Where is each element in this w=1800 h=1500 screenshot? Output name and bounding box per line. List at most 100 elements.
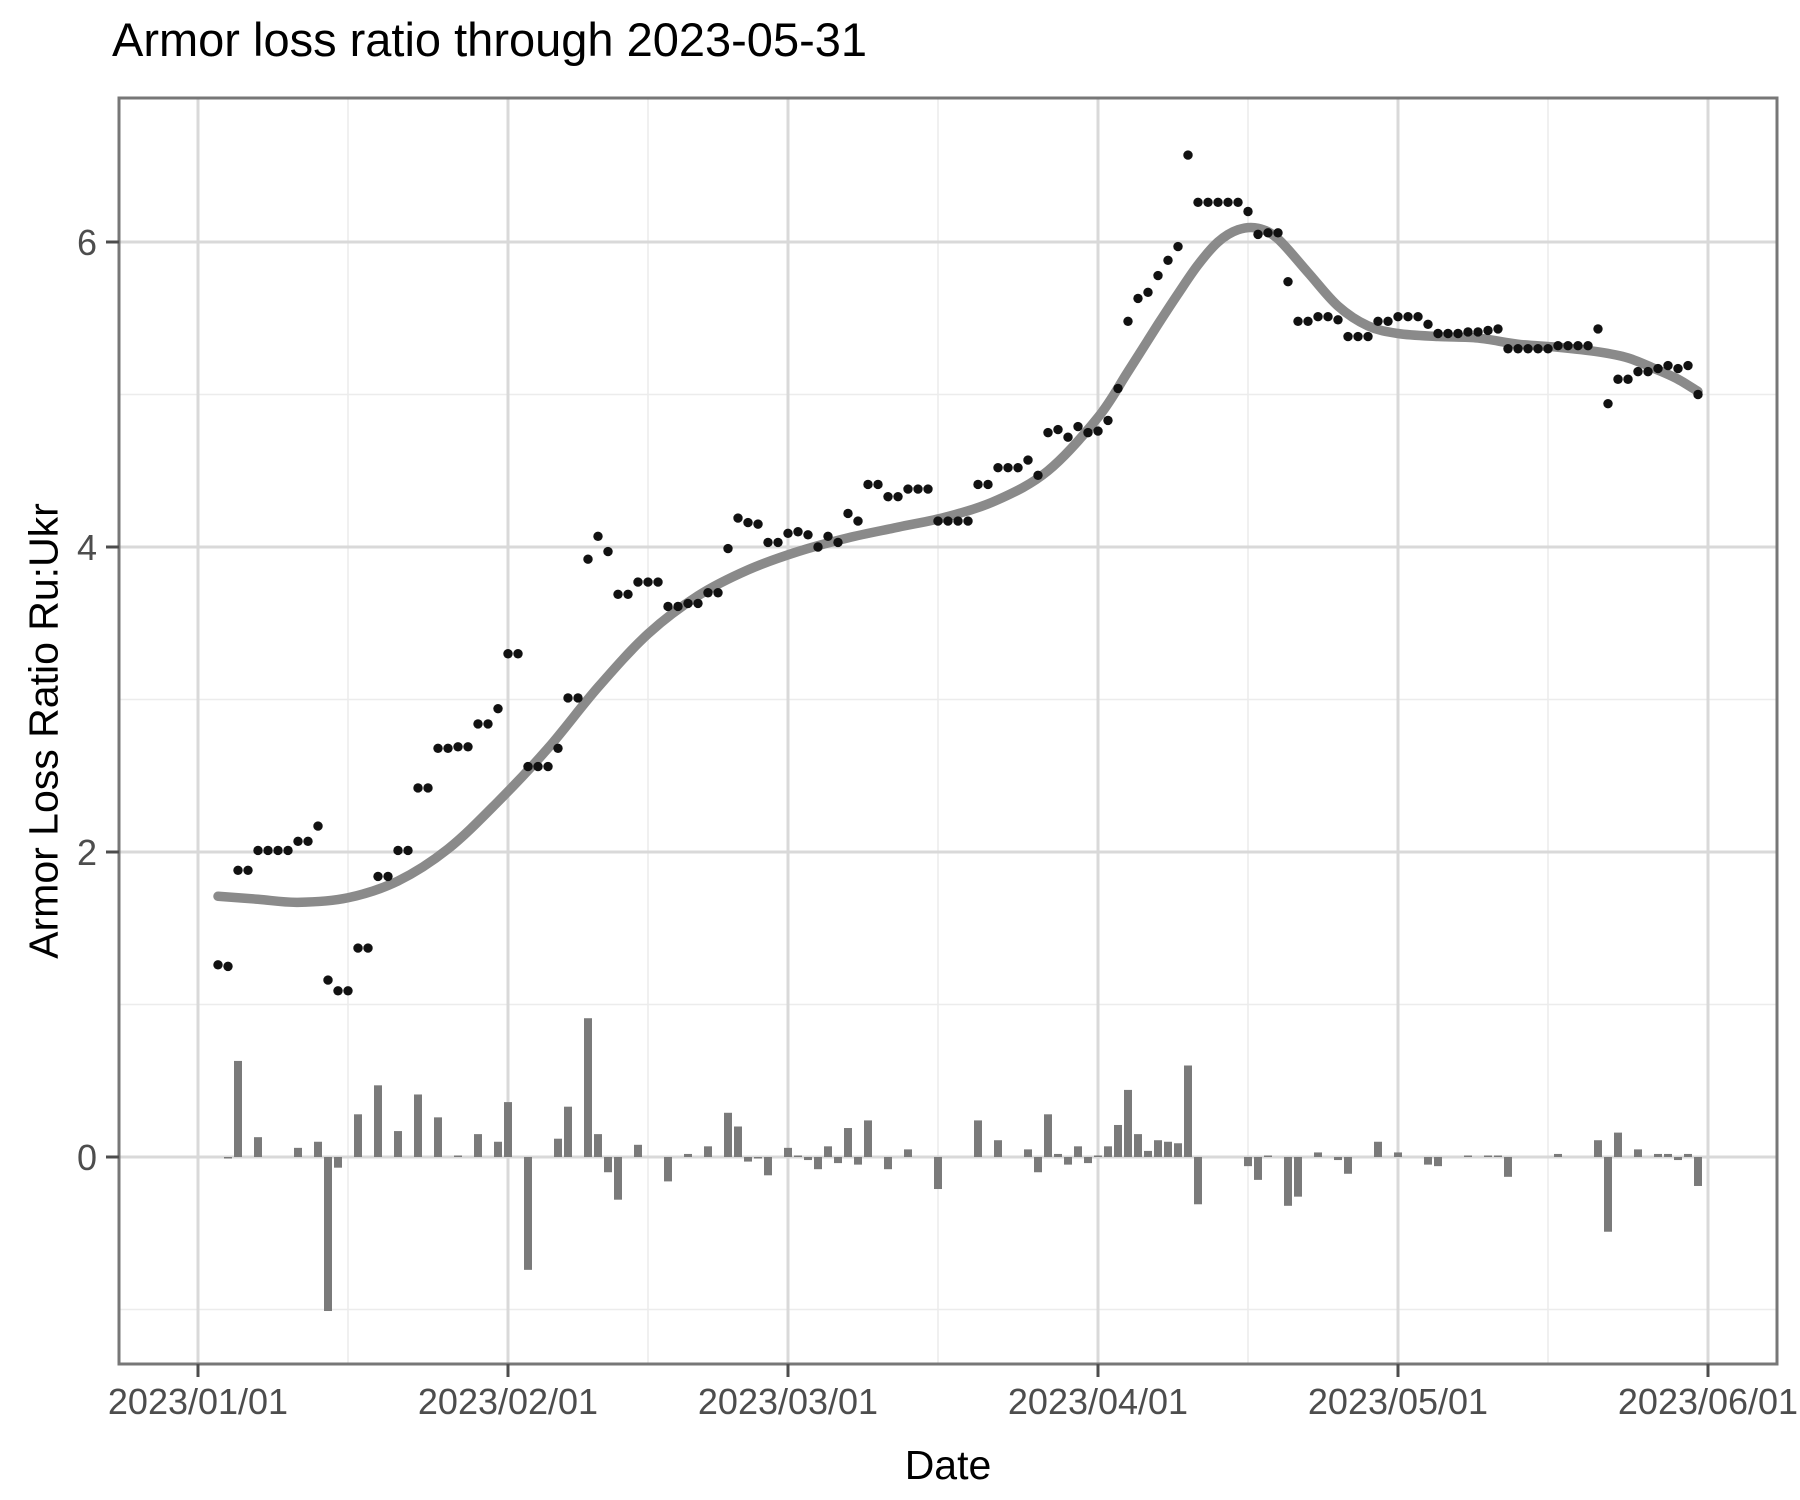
x-tick-label: 2023/05/01 xyxy=(1308,1381,1488,1422)
daily-change-bar xyxy=(814,1157,822,1170)
ratio-point xyxy=(1523,344,1533,354)
ratio-point xyxy=(253,845,263,856)
daily-change-bar xyxy=(1614,1132,1622,1157)
ratio-point xyxy=(1383,316,1393,326)
ratio-point xyxy=(1203,197,1213,208)
daily-change-bar xyxy=(374,1085,382,1157)
daily-change-bar xyxy=(854,1157,862,1165)
ratio-point xyxy=(683,598,693,609)
ratio-point xyxy=(523,761,533,772)
ratio-point xyxy=(1563,341,1573,351)
daily-change-bar xyxy=(1634,1149,1642,1157)
ratio-point xyxy=(1373,316,1383,326)
daily-change-bar xyxy=(554,1138,562,1157)
daily-change-bar xyxy=(1504,1157,1512,1177)
ratio-point xyxy=(1393,312,1403,322)
daily-change-bar xyxy=(1484,1155,1492,1157)
ratio-point xyxy=(1263,228,1273,238)
daily-change-bar xyxy=(1194,1157,1202,1205)
ratio-point xyxy=(893,491,903,502)
y-tick-labels: 0 2 4 6 xyxy=(77,222,97,1178)
daily-change-bar xyxy=(994,1140,1002,1157)
ratio-point xyxy=(1103,415,1113,426)
ratio-point xyxy=(573,693,583,703)
ratio-point xyxy=(1473,327,1483,337)
ratio-point xyxy=(313,821,323,831)
ratio-point xyxy=(823,531,833,542)
chart-title: Armor loss ratio through 2023-05-31 xyxy=(112,13,868,66)
ratio-point xyxy=(213,960,223,970)
daily-change-bar xyxy=(764,1157,772,1176)
ratio-point xyxy=(1483,325,1493,336)
y-tick-label: 4 xyxy=(77,527,97,568)
daily-change-bar xyxy=(1694,1157,1702,1186)
ratio-point xyxy=(1553,341,1563,351)
daily-change-bar xyxy=(834,1157,842,1164)
x-tick-label: 2023/02/01 xyxy=(418,1381,598,1422)
daily-change-bar xyxy=(474,1134,482,1157)
ratio-point xyxy=(1293,316,1303,326)
ratio-point xyxy=(443,743,453,753)
daily-change-bar xyxy=(1084,1157,1092,1164)
ratio-point xyxy=(1503,344,1513,354)
ratio-point xyxy=(813,542,823,552)
daily-change-bar xyxy=(1124,1089,1132,1157)
daily-change-bar xyxy=(1394,1152,1402,1157)
daily-change-bar xyxy=(1074,1146,1082,1157)
ratio-point xyxy=(533,761,543,772)
x-tick-label: 2023/01/01 xyxy=(108,1381,288,1422)
daily-change-bar xyxy=(1044,1114,1052,1157)
panel-border xyxy=(117,96,1779,1366)
ratio-point xyxy=(1573,341,1583,351)
daily-change-bar xyxy=(1334,1157,1342,1161)
ratio-point xyxy=(543,761,553,772)
ratio-point xyxy=(633,577,643,587)
daily-change-bar xyxy=(594,1134,602,1157)
daily-change-bar xyxy=(1164,1141,1172,1157)
daily-change-bar xyxy=(744,1157,752,1162)
ratio-point xyxy=(423,783,433,793)
ratio-point xyxy=(1533,344,1543,354)
ratio-point xyxy=(303,836,313,847)
ratio-point xyxy=(263,845,273,856)
ratio-point xyxy=(1213,197,1223,208)
ratio-point xyxy=(1093,426,1103,436)
ratio-point xyxy=(1453,328,1463,339)
ratio-point xyxy=(993,463,1003,473)
daily-change-bar xyxy=(864,1120,872,1157)
ratio-point xyxy=(1623,374,1633,384)
ratio-point xyxy=(1153,270,1163,281)
ratio-point xyxy=(503,649,513,659)
ratio-point xyxy=(1643,366,1653,377)
ratio-point xyxy=(1013,463,1023,473)
daily-change-bar xyxy=(804,1157,812,1161)
ratio-point xyxy=(1583,341,1593,351)
daily-change-bar xyxy=(684,1153,692,1157)
daily-change-bar xyxy=(1024,1149,1032,1157)
daily-change-bar xyxy=(884,1157,892,1170)
y-axis-title: Armor Loss Ratio Ru:Ukr xyxy=(20,503,67,959)
ratio-point xyxy=(1123,316,1133,326)
daily-change-bar xyxy=(354,1114,362,1157)
daily-change-bar xyxy=(754,1157,762,1159)
y-tick-label: 6 xyxy=(77,222,97,263)
ratio-point xyxy=(233,865,243,875)
ratio-point xyxy=(1603,398,1613,409)
daily-change-bar xyxy=(634,1144,642,1157)
daily-change-bar xyxy=(1244,1157,1252,1167)
ratio-point xyxy=(323,975,333,985)
daily-change-bar xyxy=(1114,1124,1122,1157)
ratio-point xyxy=(953,516,963,526)
ratio-point xyxy=(593,531,603,542)
daily-change-bar xyxy=(934,1157,942,1190)
daily-change-bar xyxy=(1154,1140,1162,1157)
daily-change-bar xyxy=(824,1146,832,1157)
ratio-point xyxy=(1033,470,1043,481)
ratio-point xyxy=(713,588,723,598)
daily-change-bar xyxy=(784,1147,792,1157)
daily-change-bar xyxy=(1494,1155,1502,1157)
ratio-point xyxy=(853,516,863,526)
ratio-point xyxy=(1283,276,1293,287)
ratio-point xyxy=(1363,331,1373,342)
